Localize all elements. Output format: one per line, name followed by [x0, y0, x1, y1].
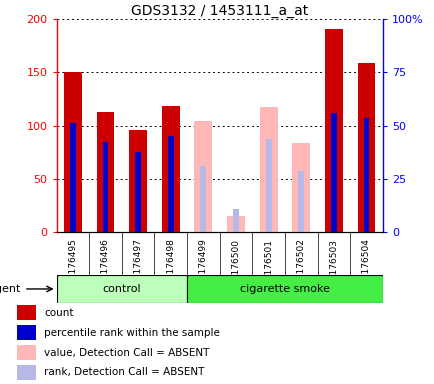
- Bar: [96, 112, 114, 232]
- Bar: [129, 130, 147, 232]
- Bar: [70, 122, 76, 232]
- Bar: [168, 136, 173, 232]
- Bar: [298, 170, 303, 232]
- Text: agent: agent: [0, 284, 21, 294]
- Bar: [17, 345, 36, 360]
- Bar: [102, 142, 108, 232]
- Bar: [324, 29, 342, 232]
- Bar: [265, 139, 271, 232]
- Bar: [363, 118, 368, 232]
- Bar: [56, 275, 187, 303]
- Bar: [330, 113, 336, 232]
- Text: percentile rank within the sample: percentile rank within the sample: [44, 328, 220, 338]
- Bar: [161, 106, 179, 232]
- Bar: [227, 216, 244, 232]
- Bar: [17, 325, 36, 340]
- Title: GDS3132 / 1453111_a_at: GDS3132 / 1453111_a_at: [131, 4, 308, 18]
- Bar: [194, 121, 212, 232]
- Text: cigarette smoke: cigarette smoke: [240, 284, 329, 294]
- Bar: [17, 365, 36, 380]
- Bar: [64, 73, 82, 232]
- Text: count: count: [44, 308, 73, 318]
- Bar: [292, 143, 309, 232]
- Bar: [135, 152, 141, 232]
- Bar: [357, 63, 375, 232]
- Text: control: control: [102, 284, 141, 294]
- Text: value, Detection Call = ABSENT: value, Detection Call = ABSENT: [44, 348, 209, 358]
- Text: rank, Detection Call = ABSENT: rank, Detection Call = ABSENT: [44, 367, 204, 377]
- Bar: [259, 107, 277, 232]
- Bar: [233, 209, 238, 232]
- Bar: [200, 166, 206, 232]
- Bar: [187, 275, 382, 303]
- Bar: [17, 305, 36, 320]
